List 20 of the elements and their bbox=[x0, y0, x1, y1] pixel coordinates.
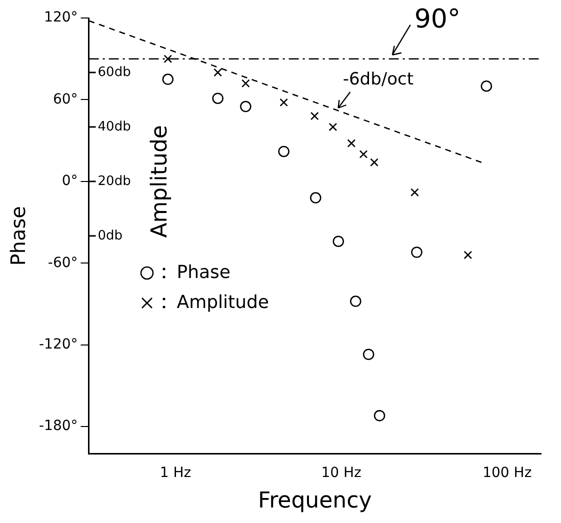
y2-tick-label: 0db bbox=[98, 228, 123, 244]
legend-label: Phase bbox=[176, 262, 231, 283]
x-axis-title: Frequency bbox=[258, 488, 372, 514]
y-tick-label: -120° bbox=[38, 336, 78, 352]
y2-tick-label: 40db bbox=[98, 119, 131, 134]
y-tick-label: -60° bbox=[48, 254, 78, 271]
y2-axis-title: Amplitude bbox=[147, 125, 172, 238]
ref-line-label: 90° bbox=[414, 4, 460, 35]
y-tick-label: -180° bbox=[38, 418, 78, 434]
y2-tick-label: 20db bbox=[98, 174, 131, 189]
x-tick-label: 1 Hz bbox=[160, 464, 192, 481]
x-tick-label: 100 Hz bbox=[482, 464, 532, 481]
y-tick-label: 120° bbox=[44, 10, 78, 26]
y-axis-title: Phase bbox=[6, 206, 30, 266]
legend-label: Amplitude bbox=[176, 292, 270, 313]
annotation: -6db/oct bbox=[342, 69, 414, 90]
y-tick-label: 60° bbox=[52, 91, 78, 108]
y2-tick-label: 60db bbox=[98, 64, 131, 80]
y-tick-label: 0° bbox=[62, 173, 78, 190]
x-tick-label: 10 Hz bbox=[321, 464, 362, 481]
